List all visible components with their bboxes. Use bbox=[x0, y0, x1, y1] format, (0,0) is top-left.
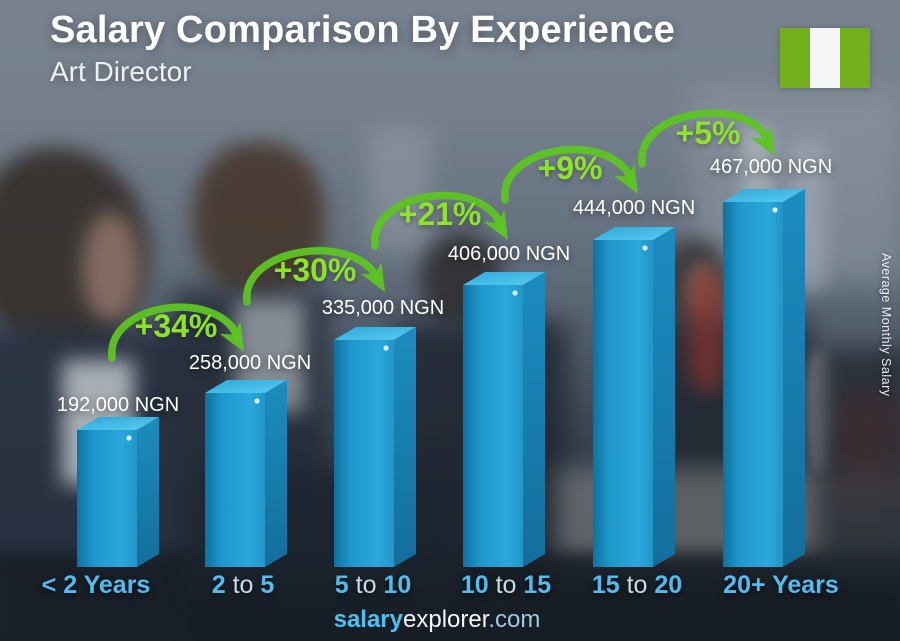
pct-label-4: +9% bbox=[537, 150, 603, 186]
x-label-lt-2-years: < 2 Years bbox=[42, 571, 151, 600]
bar-lt-2-years bbox=[77, 417, 159, 567]
value-label-lt-2-years: 192,000 NGN bbox=[56, 394, 180, 416]
value-label-20-plus: 467,000 NGN bbox=[709, 156, 833, 178]
growth-arrow-arc-5 bbox=[638, 109, 773, 168]
bar-15-to-20 bbox=[593, 227, 675, 567]
bar-2-to-5 bbox=[205, 380, 287, 567]
value-label-10-to-15: 406,000 NGN bbox=[447, 243, 571, 265]
x-label-text: 20+ Years bbox=[723, 571, 839, 599]
pct-label-5: +5% bbox=[675, 115, 741, 151]
flag-stripe-green bbox=[780, 28, 810, 88]
growth-arrowhead-1 bbox=[219, 321, 244, 352]
x-label-15-to-20: 15 to 20 bbox=[592, 571, 682, 600]
brand-salary: salary bbox=[333, 606, 403, 633]
x-label-2-to-5: 2 to 5 bbox=[212, 571, 275, 600]
bar-5-to-10 bbox=[334, 327, 416, 567]
growth-arrow-arc-4 bbox=[501, 145, 636, 204]
growth-arrowhead-4 bbox=[613, 163, 638, 194]
growth-arrow-arc-3 bbox=[371, 191, 506, 250]
value-label-5-to-10: 335,000 NGN bbox=[321, 297, 445, 319]
x-label-to: to bbox=[348, 571, 384, 599]
x-label-to: to bbox=[225, 571, 261, 599]
x-label-5-to-10: 5 to 10 bbox=[335, 571, 411, 600]
x-label-to: to bbox=[488, 571, 524, 599]
x-label-text: 10 bbox=[460, 571, 489, 599]
growth-arrowhead-5 bbox=[750, 125, 775, 156]
growth-arrowhead-2 bbox=[360, 261, 385, 292]
x-label-text: < 2 Years bbox=[41, 571, 151, 599]
x-label-text: 15 bbox=[523, 571, 552, 599]
bar-20-plus-years bbox=[723, 189, 805, 567]
x-label-text: 15 bbox=[591, 571, 620, 599]
x-label-10-to-15: 10 to 15 bbox=[461, 571, 551, 600]
x-label-to: to bbox=[619, 571, 655, 599]
x-label-text: 10 bbox=[383, 571, 412, 599]
page-subtitle: Art Director bbox=[50, 56, 192, 87]
x-label-text: 2 bbox=[211, 571, 226, 599]
pct-label-3: +21% bbox=[398, 196, 482, 232]
x-label-text: 20 bbox=[654, 571, 683, 599]
brand-explorer: explorer bbox=[403, 606, 489, 633]
bar-10-to-15 bbox=[463, 272, 545, 567]
flag-stripe-green bbox=[840, 28, 870, 88]
growth-arrowhead-3 bbox=[483, 209, 508, 240]
x-label-text: 5 bbox=[260, 571, 275, 599]
growth-arrow-arc-1 bbox=[108, 303, 242, 362]
y-axis-title: Average Monthly Salary bbox=[879, 253, 893, 397]
x-label-20-plus: 20+ Years bbox=[723, 571, 839, 600]
page-title: Salary Comparison By Experience bbox=[50, 9, 676, 51]
pct-label-2: +30% bbox=[273, 252, 357, 288]
pct-label-1: +34% bbox=[134, 308, 218, 344]
value-label-15-to-20: 444,000 NGN bbox=[572, 197, 696, 219]
x-label-text: 5 bbox=[334, 571, 349, 599]
brand-footer: salaryexplorer.com bbox=[334, 606, 541, 634]
nigeria-flag bbox=[780, 28, 870, 88]
brand-domain: .com bbox=[488, 606, 541, 633]
growth-arrow-arc-2 bbox=[243, 247, 382, 306]
flag-stripe-white bbox=[810, 28, 840, 88]
value-label-2-to-5: 258,000 NGN bbox=[188, 352, 312, 374]
